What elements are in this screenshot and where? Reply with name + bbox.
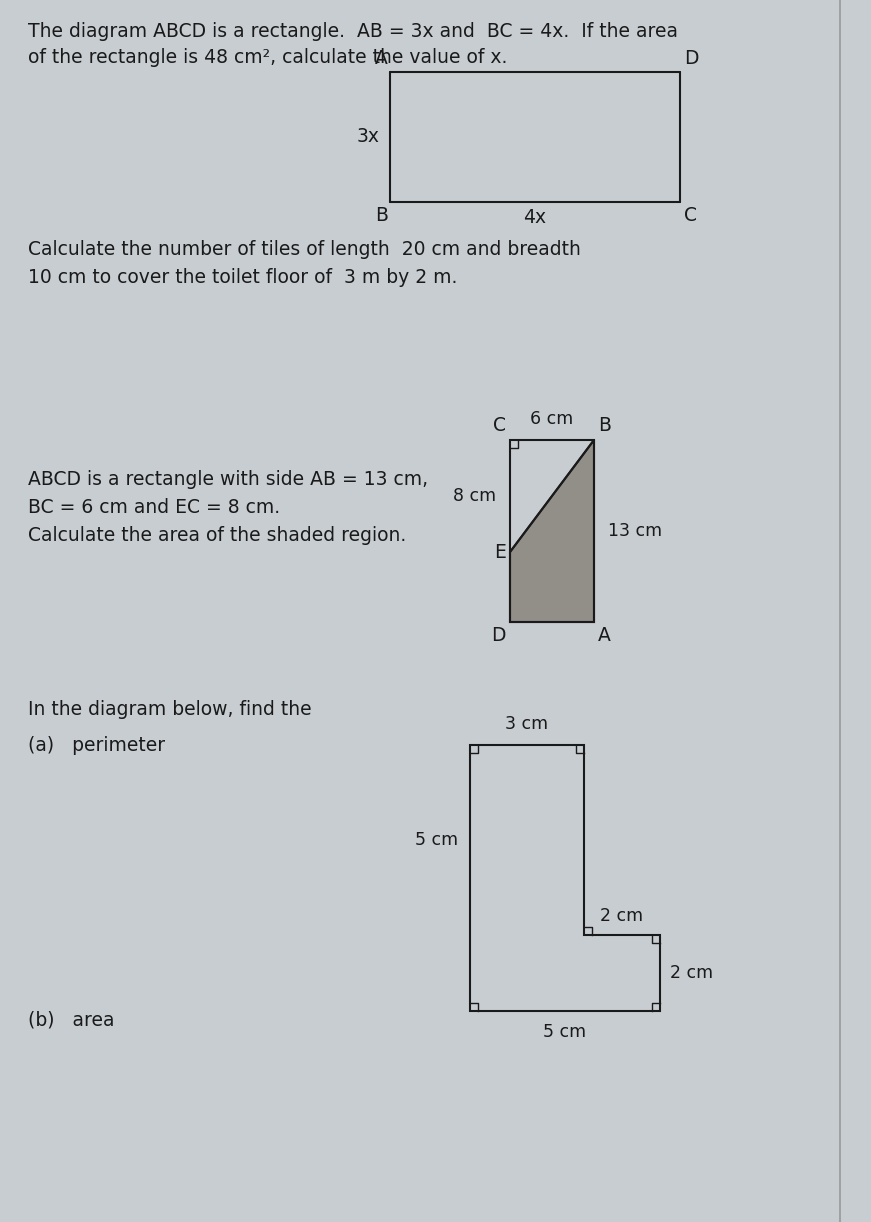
Polygon shape [510, 440, 594, 622]
Text: Calculate the area of the shaded region.: Calculate the area of the shaded region. [28, 525, 406, 545]
Text: ABCD is a rectangle with side AB = 13 cm,: ABCD is a rectangle with side AB = 13 cm… [28, 470, 429, 489]
Text: (a)   perimeter: (a) perimeter [28, 736, 165, 755]
Text: A: A [598, 626, 611, 645]
Text: B: B [375, 207, 388, 225]
Text: BC = 6 cm and EC = 8 cm.: BC = 6 cm and EC = 8 cm. [28, 499, 280, 517]
Text: 5 cm: 5 cm [544, 1023, 586, 1041]
Text: The diagram ABCD is a rectangle.  AB = 3x and  BC = 4x.  If the area: The diagram ABCD is a rectangle. AB = 3x… [28, 22, 678, 42]
Text: D: D [684, 49, 699, 68]
Text: 8 cm: 8 cm [453, 488, 496, 505]
Text: A: A [375, 49, 388, 68]
Text: 3x: 3x [357, 127, 380, 147]
Text: 2 cm: 2 cm [600, 907, 644, 925]
Text: C: C [493, 415, 506, 435]
Text: of the rectangle is 48 cm², calculate the value of x.: of the rectangle is 48 cm², calculate th… [28, 48, 508, 67]
Text: 5 cm: 5 cm [415, 831, 458, 849]
Text: 13 cm: 13 cm [608, 522, 662, 540]
Text: 6 cm: 6 cm [530, 411, 574, 428]
Text: C: C [684, 207, 697, 225]
Text: 10 cm to cover the toilet floor of  3 m by 2 m.: 10 cm to cover the toilet floor of 3 m b… [28, 268, 457, 287]
Text: (b)   area: (b) area [28, 1011, 114, 1029]
Text: 4x: 4x [523, 208, 547, 227]
Text: B: B [598, 415, 611, 435]
Text: In the diagram below, find the: In the diagram below, find the [28, 700, 312, 719]
Text: Calculate the number of tiles of length  20 cm and breadth: Calculate the number of tiles of length … [28, 240, 581, 259]
Text: D: D [491, 626, 506, 645]
Text: E: E [494, 543, 506, 561]
Text: 2 cm: 2 cm [670, 964, 713, 982]
Text: 3 cm: 3 cm [505, 715, 549, 733]
